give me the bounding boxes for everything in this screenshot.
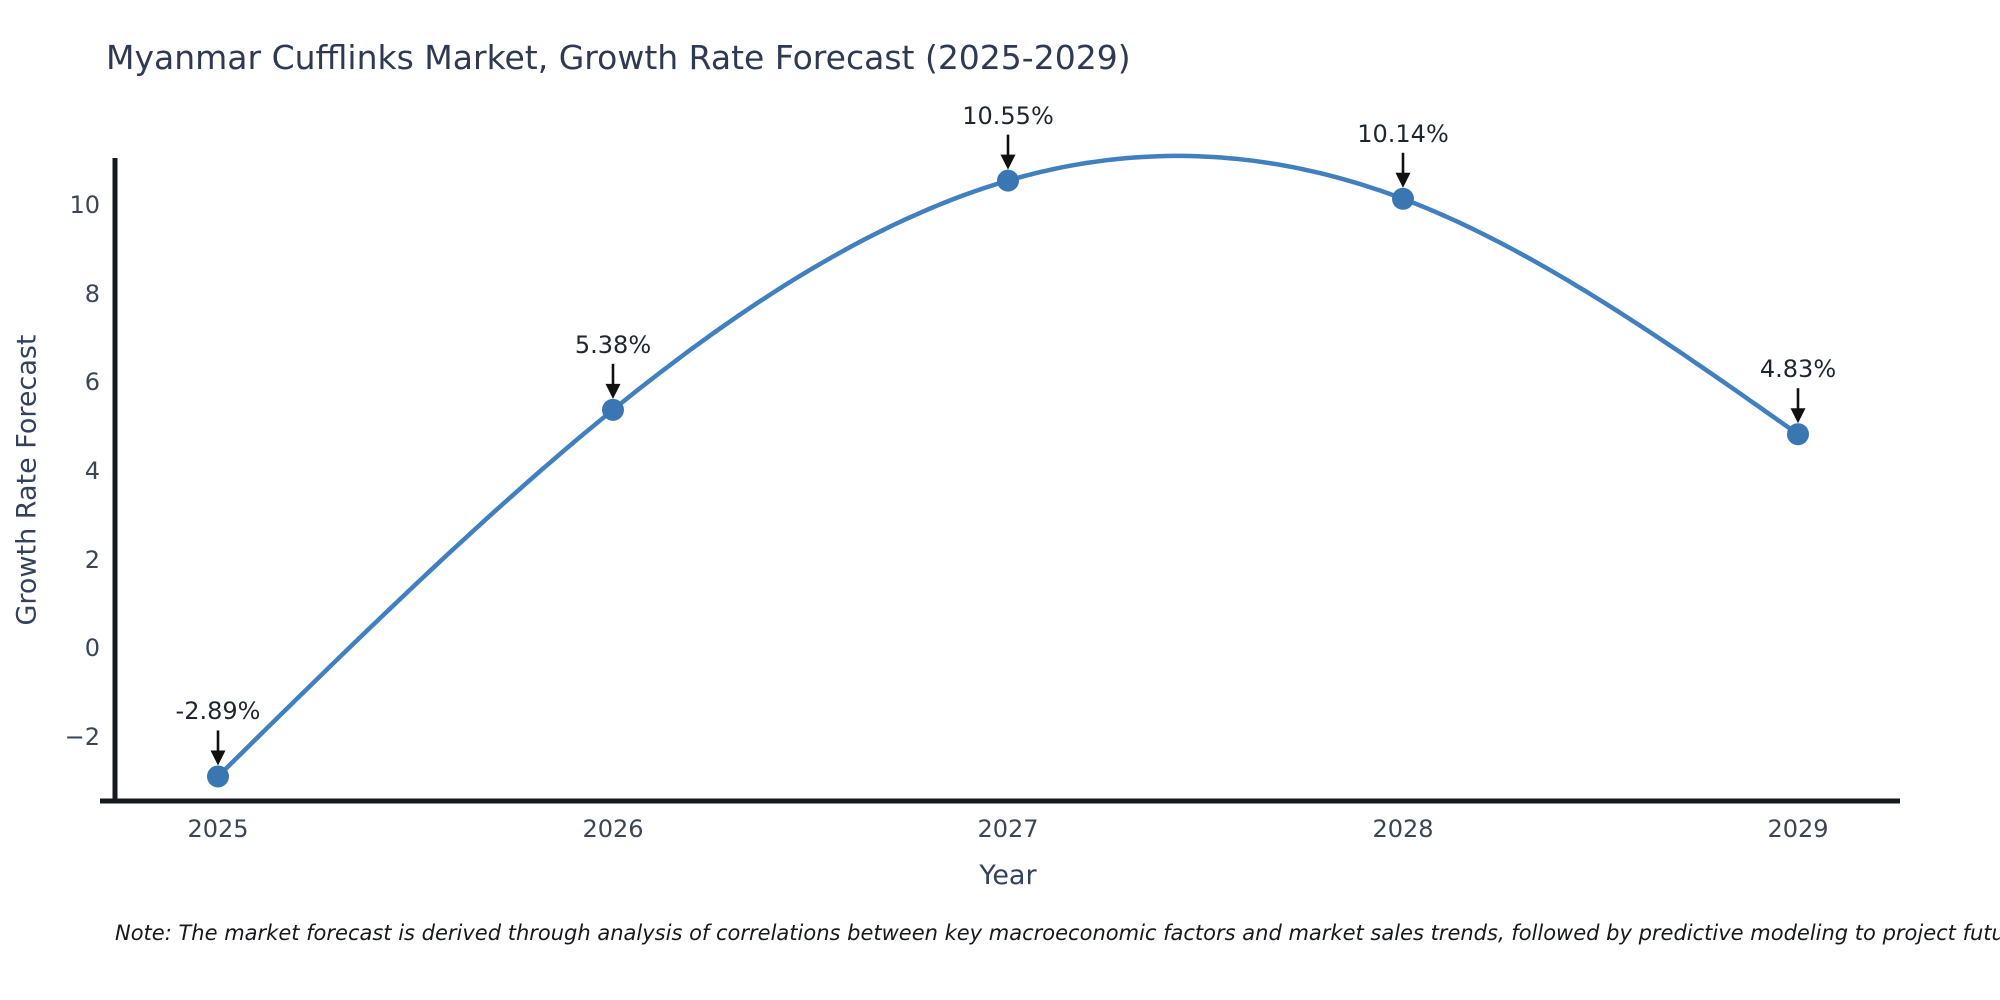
footnote: Note: The market forecast is derived thr… — [115, 921, 2000, 945]
y-tick-label: 2 — [84, 545, 100, 574]
data-point-marker — [997, 169, 1019, 192]
point-value-label: 4.83% — [1759, 355, 1837, 384]
point-value-label: 10.55% — [962, 101, 1054, 130]
annotation-arrow-head — [1790, 408, 1806, 424]
data-point-marker — [1787, 423, 1809, 446]
point-value-label: 5.38% — [574, 330, 652, 359]
x-tick-label: 2026 — [582, 815, 644, 843]
data-point-marker — [602, 398, 624, 421]
chart-title: Myanmar Cufflinks Market, Growth Rate Fo… — [106, 38, 1131, 77]
x-axis-title: Year — [979, 860, 1037, 891]
x-tick-label: 2025 — [187, 815, 249, 843]
point-value-label: -2.89% — [175, 697, 261, 726]
y-tick-label: 6 — [84, 368, 100, 397]
annotation-arrow-head — [1395, 172, 1411, 188]
annotation-arrow-head — [605, 383, 621, 399]
forecast-line — [215, 153, 1801, 779]
data-point-marker — [207, 765, 229, 788]
x-tick-label: 2028 — [1372, 815, 1434, 843]
y-tick-label: 10 — [69, 191, 100, 219]
point-value-label: 10.14% — [1357, 119, 1449, 148]
x-tick-label: 2027 — [977, 815, 1039, 843]
y-tick-label: 0 — [84, 634, 100, 663]
y-tick-label: 8 — [84, 279, 100, 308]
data-point-marker — [1392, 187, 1414, 210]
annotation-arrow-head — [210, 750, 226, 766]
annotation-arrow-head — [1000, 154, 1016, 170]
y-tick-label: −2 — [64, 723, 100, 751]
x-tick-label: 2029 — [1767, 815, 1829, 843]
y-tick-label: 4 — [84, 457, 100, 485]
